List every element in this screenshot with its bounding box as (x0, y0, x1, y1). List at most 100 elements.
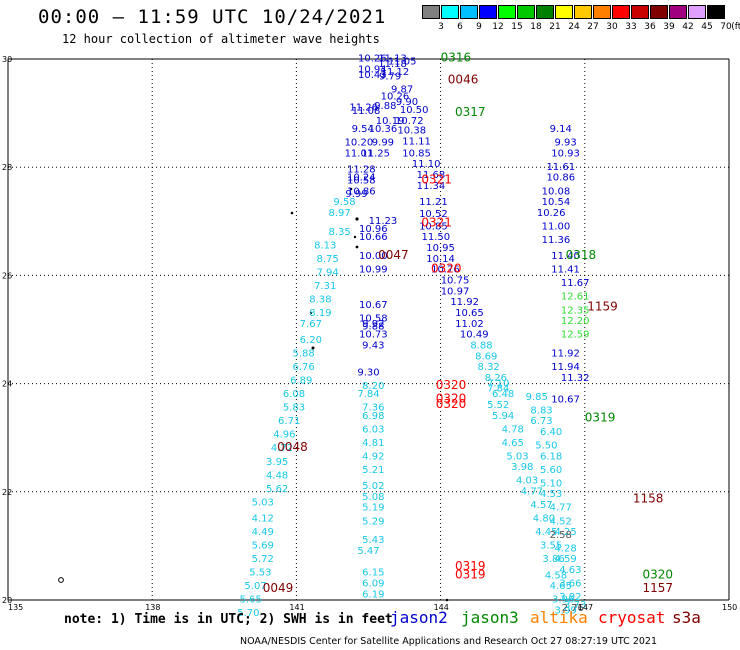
swh-value: 8.35 (329, 227, 351, 238)
swh-value: 4.92 (362, 451, 384, 462)
swh-value: 5.88 (292, 349, 314, 360)
swh-value: 8.38 (309, 294, 331, 305)
swh-value: 5.72 (252, 554, 274, 565)
swh-value: 4.77 (521, 487, 543, 498)
swh-value: 5.62 (266, 484, 288, 495)
lat-label: 28 (2, 163, 12, 172)
lon-label: 144 (434, 603, 449, 612)
color-scale-unit: (ft) (731, 22, 740, 32)
swh-value: 4.03 (516, 476, 538, 487)
swh-value: 12.61 (561, 292, 590, 303)
color-swatch (650, 5, 668, 19)
pass-time: 0317 (455, 105, 486, 119)
swh-value: 10.99 (359, 265, 388, 276)
pass-time: 0319 (585, 410, 616, 424)
swh-value: 5.03 (252, 497, 274, 508)
swh-value: 4.12 (252, 514, 274, 525)
island (349, 187, 353, 191)
pass-time: 0319 (455, 559, 486, 573)
swh-value: 5.10 (540, 478, 562, 489)
swh-value: 10.67 (551, 395, 580, 406)
swh-value: 11.94 (551, 362, 580, 373)
swh-value: 4.28 (554, 543, 576, 554)
swh-value: 10.86 (546, 173, 575, 184)
swh-value: 7.84 (357, 389, 379, 400)
swh-value: 11.13 (378, 54, 407, 65)
lat-label: 20 (2, 596, 12, 605)
swh-value: 10.93 (551, 148, 580, 159)
lon-label: 147 (578, 603, 593, 612)
swh-value: 11.92 (551, 349, 580, 360)
color-swatch (593, 5, 611, 19)
swh-value: 9.54 (352, 124, 374, 135)
swh-value: 9.99 (345, 189, 367, 200)
swh-value: 10.96 (359, 224, 388, 235)
swh-value: 7.67 (300, 319, 322, 330)
swh-value: 9.85 (526, 392, 548, 403)
swh-value: 11.11 (402, 136, 431, 147)
swh-value: 8.20 (362, 381, 384, 392)
swh-value: 4.72 (271, 443, 293, 454)
lon-label: 138 (145, 603, 160, 612)
swh-value: 3.92 (559, 592, 581, 603)
swh-value: 10.58 (359, 313, 388, 324)
swh-value: 11.28 (347, 165, 376, 176)
swh-value: 7.31 (314, 281, 336, 292)
island (309, 311, 313, 315)
swh-value: 4.65 (502, 438, 524, 449)
swh-value: 4.53 (540, 489, 562, 500)
swh-value: 9.58 (333, 197, 355, 208)
swh-value: 4.58 (545, 570, 567, 581)
swh-value: 4.80 (533, 514, 555, 525)
swh-value: 9.87 (391, 85, 413, 96)
legend-jason3: jason3 (461, 608, 519, 627)
swh-value: 6.08 (283, 389, 305, 400)
swh-value: 6.76 (292, 362, 314, 373)
color-scale-label: 6 (457, 22, 463, 32)
island-outline (58, 577, 64, 583)
swh-value: 10.26 (537, 208, 566, 219)
swh-value: 9.30 (357, 367, 379, 378)
swh-value: 11.41 (551, 265, 580, 276)
swh-value: 10.19 (376, 116, 405, 127)
island (355, 245, 359, 249)
swh-value: 9.43 (362, 340, 384, 351)
swh-value: 5.83 (283, 403, 305, 414)
swh-value: 10.67 (359, 300, 388, 311)
swh-value: 10.85 (402, 148, 431, 159)
swh-value: 9.88 (362, 322, 384, 333)
color-swatch (536, 5, 554, 19)
swh-value: 7.10 (487, 378, 509, 389)
swh-value: 10.49 (460, 330, 489, 341)
color-swatch (517, 5, 535, 19)
swh-value: 9.14 (550, 124, 572, 135)
swh-value: 4.57 (530, 500, 552, 511)
swh-value: 4.81 (362, 438, 384, 449)
swh-value: 9.79 (379, 72, 401, 83)
swh-value: 12.35 (561, 305, 590, 316)
swh-value: 11.21 (419, 197, 448, 208)
swh-value: 5.94 (492, 411, 514, 422)
pass-time: 0316 (441, 51, 472, 65)
swh-value: 6.89 (290, 376, 312, 387)
pass-time: 0320 (431, 262, 462, 276)
swh-value: 9.90 (396, 97, 418, 108)
color-swatch (631, 5, 649, 19)
swh-value: 11.01 (345, 148, 374, 159)
swh-value: 8.19 (309, 308, 331, 319)
swh-value: 5.03 (506, 451, 528, 462)
swh-value: 11.40 (551, 251, 580, 262)
legend-altika: altika (530, 608, 588, 627)
color-scale-label: 27 (587, 22, 599, 32)
color-scale-label: 30 (606, 22, 618, 32)
swh-value: 5.07 (244, 581, 266, 592)
swh-value: 6.73 (530, 416, 552, 427)
pass-time: 0049 (263, 581, 294, 595)
pass-time: 0048 (277, 440, 308, 454)
color-swatch (555, 5, 573, 19)
swh-value: 5.43 (362, 535, 384, 546)
swh-value: 8.83 (530, 405, 552, 416)
color-scale-label: 36 (644, 22, 656, 32)
